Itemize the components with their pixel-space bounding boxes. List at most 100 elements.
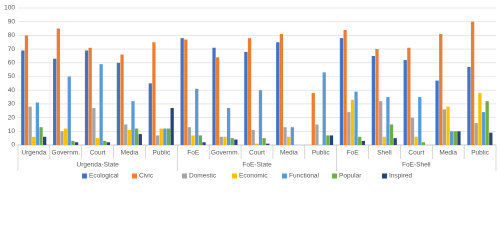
bar	[67, 76, 71, 145]
group-label: Urgenda-State	[77, 162, 120, 169]
legend-label: Popular	[339, 173, 362, 180]
legend-label: Functional	[289, 173, 320, 180]
x-tick-label: FoE	[347, 150, 360, 157]
x-tick-label: Court	[408, 150, 424, 157]
y-tick-label: 80	[8, 32, 16, 39]
bar	[95, 138, 100, 145]
bar	[155, 135, 160, 145]
legend-swatch	[332, 173, 337, 179]
bar	[152, 42, 156, 145]
y-tick-label: 60	[8, 60, 16, 67]
bar	[255, 143, 259, 145]
bar	[60, 131, 64, 145]
bar	[262, 138, 266, 145]
chart: 0 10 20 30 40 50 60 70 80 90 100 Urgenda Governm. Cou…	[4, 5, 497, 180]
bar	[216, 57, 220, 145]
y-tick-label: 70	[8, 46, 16, 53]
bar	[28, 106, 32, 145]
bar	[184, 39, 188, 146]
legend-label: Civic	[139, 173, 154, 180]
bar	[407, 47, 411, 146]
bar	[84, 50, 89, 145]
bar	[43, 136, 47, 145]
bar	[166, 128, 171, 145]
bar	[244, 51, 248, 146]
bar	[410, 117, 415, 145]
bar	[389, 124, 394, 145]
x-tick-label: Public	[312, 150, 330, 157]
bar	[442, 109, 447, 145]
bar	[474, 123, 478, 145]
bar	[21, 50, 25, 145]
bar	[290, 127, 294, 145]
bar	[315, 124, 319, 145]
bar	[35, 102, 40, 145]
bar	[74, 142, 79, 145]
bar	[234, 139, 238, 145]
bar	[134, 128, 139, 145]
bar	[421, 142, 426, 145]
bar	[131, 101, 135, 145]
y-tick-label: 0	[11, 142, 15, 149]
legend-swatch	[82, 173, 87, 179]
x-tick-label: Public	[471, 150, 489, 157]
bar	[382, 136, 386, 145]
bar	[283, 127, 287, 145]
bar	[339, 38, 344, 145]
bar	[202, 142, 206, 145]
bar	[347, 112, 351, 145]
bar	[329, 135, 334, 145]
bar	[24, 35, 29, 145]
bar	[358, 136, 362, 145]
bar	[187, 127, 192, 145]
bar	[71, 140, 75, 145]
bar	[106, 142, 111, 145]
bar	[354, 91, 358, 145]
y-tick-label: 30	[8, 101, 16, 108]
legend-label: Ecological	[89, 173, 119, 180]
bar	[435, 80, 439, 145]
bar	[247, 38, 252, 145]
bar	[450, 131, 454, 145]
bar	[219, 136, 223, 145]
bar	[138, 134, 142, 145]
bar	[63, 128, 68, 145]
bar	[92, 108, 96, 145]
x-tick-label: Court	[90, 150, 106, 157]
bar	[322, 72, 326, 145]
x-tick-label: Public	[153, 150, 171, 157]
x-tick-label: Media	[121, 150, 139, 157]
bar	[467, 66, 471, 145]
x-tick-label: Shell	[377, 150, 392, 157]
legend-swatch	[282, 173, 287, 179]
bar	[191, 135, 195, 145]
bar	[230, 138, 234, 145]
bar	[414, 136, 418, 145]
bar	[478, 92, 482, 145]
bar	[148, 83, 152, 145]
legend-swatch	[232, 173, 237, 179]
bar	[453, 131, 457, 145]
bar	[124, 124, 128, 145]
bar	[326, 135, 330, 145]
bar	[212, 47, 216, 146]
bar	[489, 132, 493, 145]
y-tick-label: 100	[4, 5, 15, 12]
bar	[393, 138, 397, 145]
bar	[198, 135, 203, 145]
bar	[361, 140, 365, 145]
bar	[223, 136, 227, 145]
group-label: FoE-Shell	[402, 162, 431, 169]
bar	[32, 136, 36, 145]
bar	[481, 112, 486, 145]
bar	[386, 97, 390, 145]
legend-label: Inspired	[389, 173, 413, 180]
bar	[350, 99, 355, 145]
group-label: FoE-State	[242, 162, 272, 169]
bar	[88, 47, 92, 146]
y-tick-label: 50	[8, 73, 16, 80]
bar	[403, 60, 407, 146]
x-tick-label: FoE	[187, 150, 200, 157]
legend-swatch	[382, 173, 387, 179]
bar	[287, 136, 291, 145]
